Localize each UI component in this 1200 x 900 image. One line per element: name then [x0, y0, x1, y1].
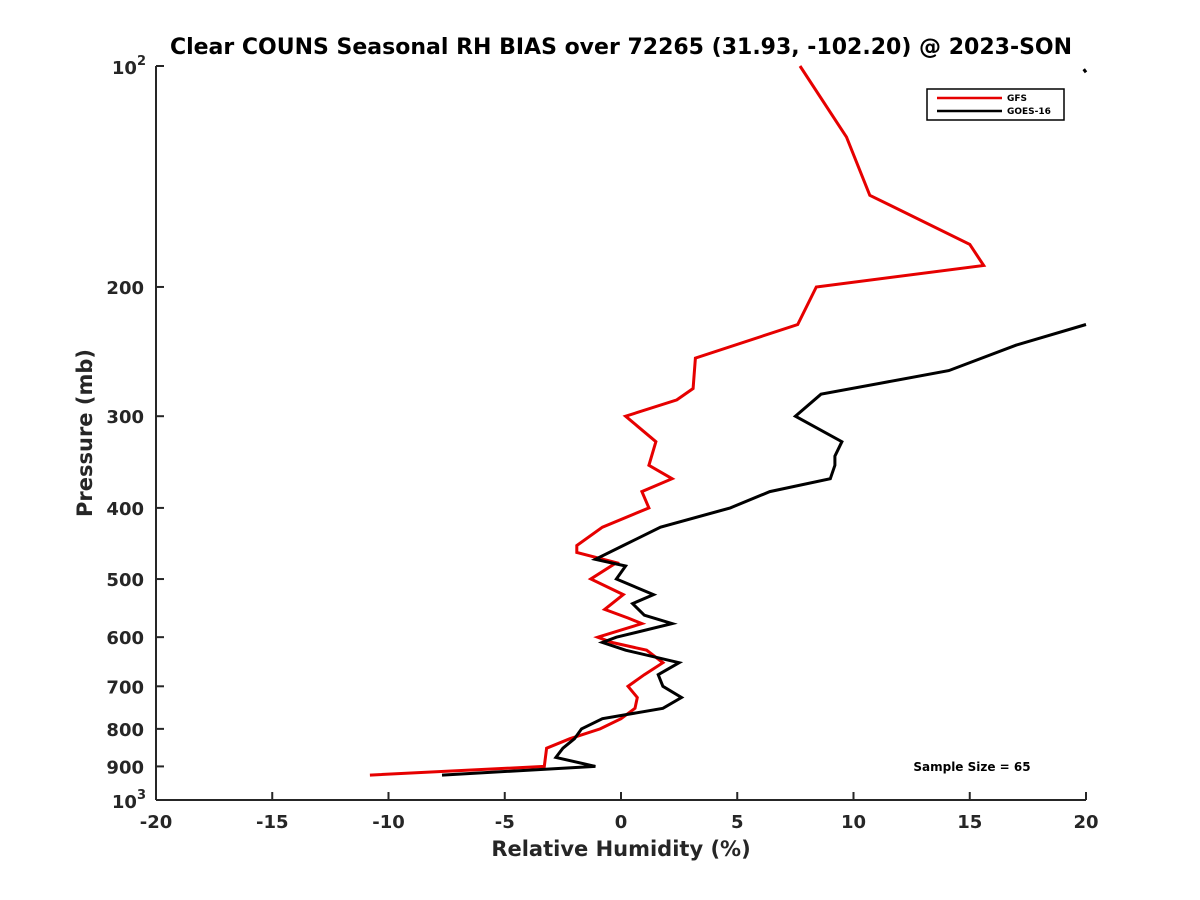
- y-tick-label: 800: [106, 720, 144, 741]
- y-tick-label: 102: [112, 54, 146, 79]
- series-line-goes16: [441, 323, 1087, 777]
- y-axis-label: Pressure (mb): [73, 349, 97, 517]
- legend: GFS GOES-16: [926, 88, 1065, 121]
- y-tick-label: 700: [106, 677, 144, 698]
- y-tick-label: 500: [106, 570, 144, 591]
- y-tick-label: 600: [106, 628, 144, 649]
- x-axis-label: Relative Humidity (%): [491, 837, 750, 861]
- series-layer: [369, 65, 1088, 777]
- legend-gfs-label: GFS: [1007, 94, 1027, 104]
- sample-size-annotation: Sample Size = 65: [913, 760, 1030, 774]
- y-tick-label: 103: [112, 788, 146, 813]
- y-tick-label: 300: [106, 407, 144, 428]
- x-ticks: -20 -15 -10 -5 0 5 10 15 20: [140, 792, 1099, 833]
- y-ticks: 102 200 300 400 500 600 700 800 900 103: [106, 54, 164, 813]
- y-tick-label: 400: [106, 499, 144, 520]
- x-tick-label: 10: [841, 812, 866, 833]
- x-tick-label: 5: [731, 812, 744, 833]
- x-tick-label: -20: [140, 812, 173, 833]
- legend-goes16-label: GOES-16: [1007, 107, 1051, 117]
- x-tick-label: -5: [495, 812, 515, 833]
- x-tick-label: -15: [256, 812, 289, 833]
- legend-box: [926, 88, 1065, 121]
- y-tick-label: 200: [106, 278, 144, 299]
- x-tick-label: 0: [615, 812, 628, 833]
- x-tick-label: 20: [1073, 812, 1098, 833]
- series-segment-goes16: [1082, 68, 1088, 74]
- y-tick-label: 900: [106, 757, 144, 778]
- x-tick-label: 15: [957, 812, 982, 833]
- chart-title: Clear COUNS Seasonal RH BIAS over 72265 …: [170, 35, 1072, 60]
- x-tick-label: -10: [372, 812, 405, 833]
